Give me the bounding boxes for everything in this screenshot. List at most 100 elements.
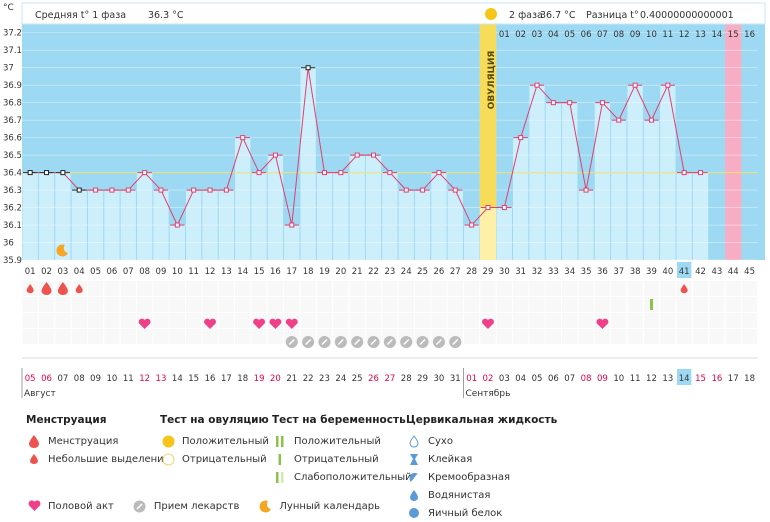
temperature-point[interactable] (338, 170, 344, 176)
symbol-cell (578, 329, 594, 344)
temperature-point[interactable] (272, 152, 278, 158)
symbol-cell (300, 313, 316, 328)
symbol-cell (136, 329, 153, 344)
date-label: 13 (156, 374, 167, 384)
temperature-point[interactable] (534, 82, 540, 88)
menstruation-drop-icon[interactable] (75, 284, 83, 294)
symbol-cell (120, 329, 136, 344)
temperature-point[interactable] (223, 187, 229, 193)
heart-icon[interactable] (285, 318, 298, 329)
y-tick-label: 35.9 (3, 256, 22, 266)
temperature-point[interactable] (681, 170, 687, 176)
symbol-cell (186, 329, 202, 344)
temperature-point[interactable] (665, 82, 671, 88)
phase2-day-label: 03 (532, 30, 543, 40)
temperature-point[interactable] (550, 100, 556, 106)
temperature-point[interactable] (174, 222, 180, 228)
temperature-point[interactable] (648, 117, 654, 123)
test-positive-icon (276, 435, 284, 447)
symbol-cell (692, 281, 709, 296)
menstruation-drop-icon[interactable] (57, 282, 68, 295)
symbol-cell (660, 313, 676, 328)
temperature-point[interactable] (354, 152, 360, 158)
cycle-day-label: 01 (25, 267, 36, 277)
heart-icon[interactable] (138, 318, 151, 329)
heart-icon[interactable] (253, 318, 266, 329)
cycle-day-label: 38 (630, 267, 641, 277)
temperature-point[interactable] (76, 187, 82, 193)
temperature-point[interactable] (44, 170, 50, 176)
creamy-icon (410, 472, 418, 482)
symbol-cell (55, 329, 71, 344)
symbol-cell (578, 297, 594, 312)
temperature-point[interactable] (289, 222, 295, 228)
drop-large-icon (29, 434, 39, 448)
temperature-point[interactable] (436, 170, 442, 176)
temperature-point[interactable] (698, 170, 704, 176)
temperature-point[interactable] (567, 100, 573, 106)
eggwhite-icon (409, 508, 419, 518)
temperature-point[interactable] (27, 170, 33, 176)
temperature-point[interactable] (256, 170, 262, 176)
y-tick-label: 37.1 (3, 46, 22, 56)
ovulation-column-top (479, 24, 497, 208)
temperature-bar (382, 172, 398, 260)
date-label: 15 (695, 374, 706, 384)
y-tick-label: 36.5 (3, 151, 22, 161)
temperature-point[interactable] (452, 187, 458, 193)
temperature-point[interactable] (109, 187, 115, 193)
temperature-point[interactable] (371, 152, 377, 158)
temperature-point[interactable] (485, 205, 491, 211)
symbol-cell (218, 281, 235, 296)
temperature-point[interactable] (632, 82, 638, 88)
temperature-point[interactable] (518, 135, 524, 141)
symbol-cell (594, 281, 611, 296)
temperature-point[interactable] (125, 187, 131, 193)
temperature-point[interactable] (60, 170, 66, 176)
temperature-point[interactable] (240, 135, 246, 141)
temperature-point[interactable] (93, 187, 99, 193)
temperature-bar (55, 172, 71, 260)
date-label: 22 (303, 374, 314, 384)
sticky-icon (410, 453, 418, 465)
temperature-point[interactable] (158, 187, 164, 193)
temperature-point[interactable] (387, 170, 393, 176)
temperature-point[interactable] (207, 187, 213, 193)
temperature-point[interactable] (583, 187, 589, 193)
cycle-day-label: 31 (515, 267, 526, 277)
heart-icon[interactable] (269, 318, 282, 329)
menstruation-drop-icon[interactable] (26, 284, 34, 294)
heart-icon[interactable] (482, 318, 494, 329)
cycle-day-label: 03 (57, 267, 68, 277)
pregnancy-test-icon[interactable] (649, 299, 653, 310)
temperature-point[interactable] (599, 100, 605, 106)
temperature-point[interactable] (469, 222, 475, 228)
temperature-point[interactable] (142, 170, 148, 176)
symbol-cell (267, 329, 284, 344)
symbol-cell (169, 281, 185, 296)
cycle-day-label: 43 (711, 267, 722, 277)
temperature-point[interactable] (321, 170, 327, 176)
temperature-bar (676, 172, 692, 260)
symbol-cell (463, 281, 480, 296)
menstruation-drop-icon[interactable] (680, 284, 688, 294)
symbol-cell (22, 313, 38, 328)
temperature-bar (235, 137, 251, 260)
temperature-point[interactable] (420, 187, 426, 193)
menstruation-drop-icon[interactable] (41, 282, 52, 295)
temperature-point[interactable] (616, 117, 622, 123)
symbol-cell (365, 313, 382, 328)
temperature-bar (316, 172, 333, 260)
moon-icon[interactable] (56, 244, 68, 257)
temperature-point[interactable] (305, 65, 311, 71)
heart-icon[interactable] (596, 318, 609, 329)
legend-moon: Лунный календарь (279, 500, 380, 512)
symbol-cell (87, 281, 104, 296)
legend-cervical-dry: Сухо (428, 435, 453, 447)
temperature-point[interactable] (403, 187, 409, 193)
symbol-cell (349, 297, 365, 312)
temperature-point[interactable] (501, 205, 507, 211)
legend-cervical-eggwhite: Яичный белок (428, 507, 503, 519)
temperature-point[interactable] (191, 187, 197, 193)
heart-icon[interactable] (204, 318, 216, 329)
